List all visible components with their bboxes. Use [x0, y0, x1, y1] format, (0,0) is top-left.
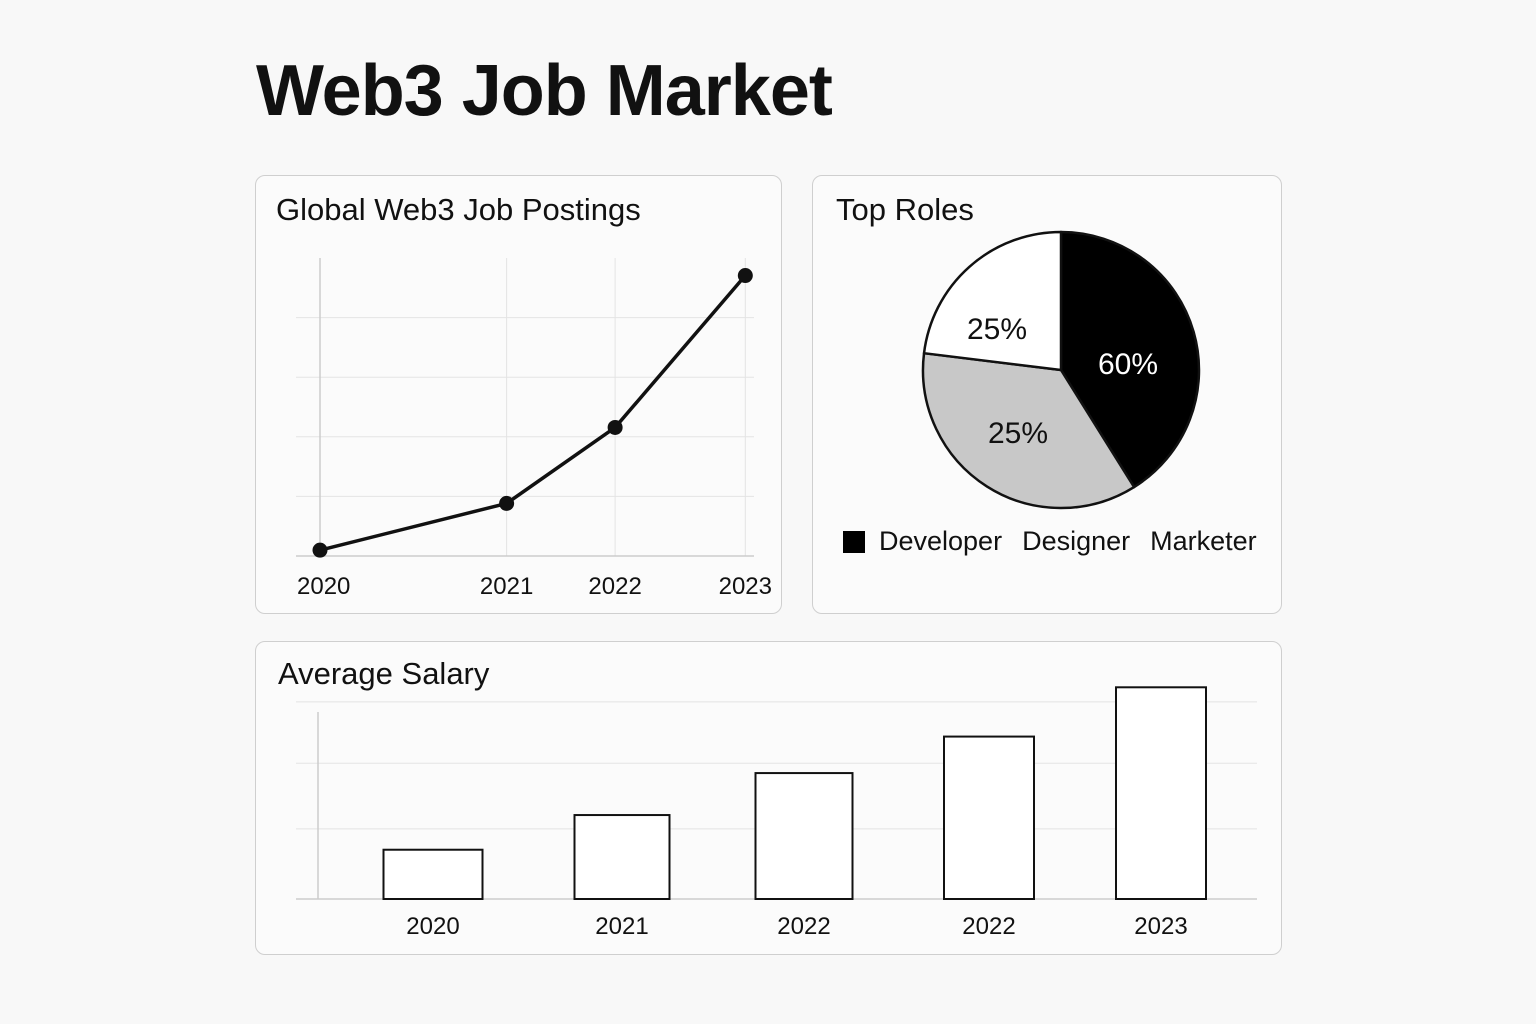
pie-slice-marketer	[922, 230, 1063, 372]
legend-item-designer: Designer	[1022, 526, 1130, 557]
top-roles-legend: Developer Designer Marketer	[843, 526, 1277, 557]
top-roles-pie-chart: 60% 25% 25%	[921, 230, 1201, 510]
bar-x-tick-2: 2022	[777, 913, 830, 940]
job-postings-line-chart: 2020 2021 2022 2023	[296, 258, 772, 600]
line-x-tick-2020: 2020	[297, 573, 350, 600]
bar-0	[382, 848, 484, 901]
bar-x-tick-1: 2021	[595, 913, 648, 940]
legend-swatch-developer	[843, 530, 865, 553]
top-roles-card: Top Roles 60% 25% 25% Developer Designer M…	[812, 175, 1282, 614]
legend-item-marketer: Marketer	[1150, 526, 1257, 557]
top-roles-title: Top Roles	[836, 192, 974, 227]
line-point-2021	[499, 495, 515, 511]
line-x-tick-2021: 2021	[480, 573, 533, 600]
bar-4	[1115, 686, 1207, 900]
line-point-2020	[312, 542, 328, 558]
job-postings-title: Global Web3 Job Postings	[276, 192, 641, 227]
line-x-tick-2022: 2022	[588, 573, 641, 600]
pie-slice-designer	[921, 351, 1136, 510]
pie-label-marketer: 25%	[967, 313, 1027, 346]
job-postings-card: Global Web3 Job Postings 2020 2021 2022 202…	[255, 175, 782, 614]
legend-label-marketer: Marketer	[1150, 526, 1257, 556]
pie-label-designer: 25%	[988, 417, 1048, 450]
bar-x-tick-4: 2023	[1134, 913, 1187, 940]
line-point-2023	[737, 268, 753, 284]
page-title: Web3 Job Market	[256, 51, 833, 131]
pie-label-developer: 60%	[1098, 348, 1158, 381]
bar-x-tick-3: 2022	[962, 913, 1015, 940]
average-salary-card: Average Salary 2020 2021 2022 2022 2023	[255, 641, 1282, 955]
line-x-tick-2023: 2023	[719, 573, 772, 600]
bar-3	[943, 735, 1035, 900]
legend-label-developer: Developer	[879, 526, 1003, 556]
bar-1	[573, 814, 671, 900]
line-series	[319, 274, 747, 552]
legend-item-developer: Developer	[843, 526, 1002, 557]
bar-x-tick-0: 2020	[406, 913, 459, 940]
bar-2	[754, 772, 854, 900]
legend-label-designer: Designer	[1022, 526, 1131, 556]
average-salary-title: Average Salary	[278, 656, 490, 691]
average-salary-bar-chart: 2020 2021 2022 2022 2023	[296, 686, 1257, 940]
line-point-2022	[607, 419, 623, 435]
